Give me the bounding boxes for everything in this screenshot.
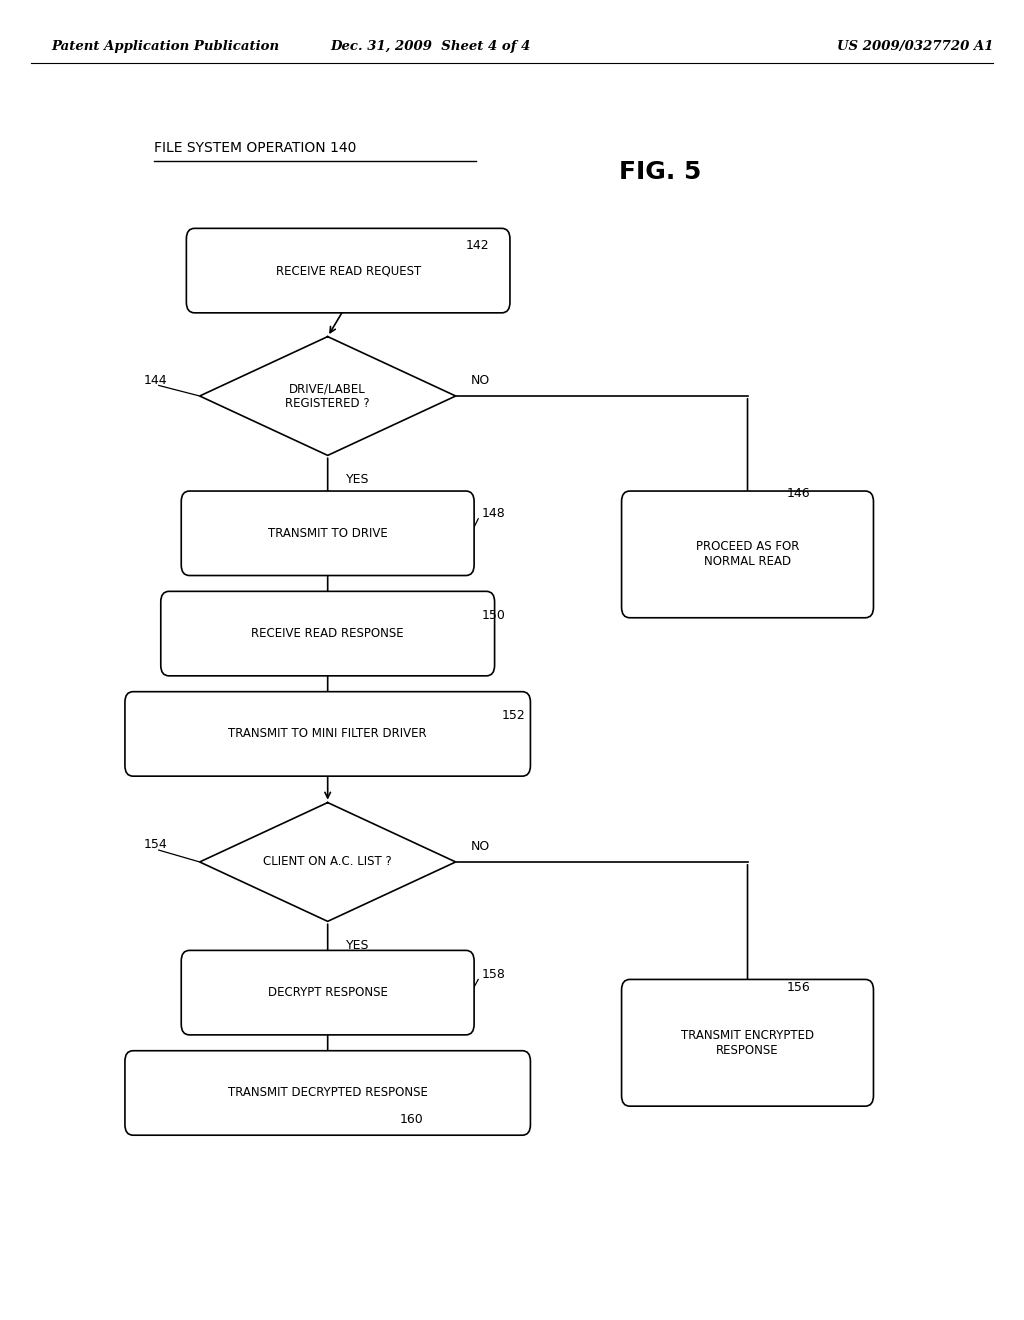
Text: TRANSMIT TO DRIVE: TRANSMIT TO DRIVE xyxy=(268,527,387,540)
Polygon shape xyxy=(200,803,456,921)
Text: 142: 142 xyxy=(466,239,489,252)
Text: DRIVE/LABEL
REGISTERED ?: DRIVE/LABEL REGISTERED ? xyxy=(286,381,370,411)
Text: 148: 148 xyxy=(481,507,505,520)
Text: CLIENT ON A.C. LIST ?: CLIENT ON A.C. LIST ? xyxy=(263,855,392,869)
Text: YES: YES xyxy=(346,473,370,486)
Text: RECEIVE READ RESPONSE: RECEIVE READ RESPONSE xyxy=(251,627,404,640)
Text: YES: YES xyxy=(346,939,370,952)
FancyBboxPatch shape xyxy=(186,228,510,313)
FancyBboxPatch shape xyxy=(181,491,474,576)
Text: PROCEED AS FOR
NORMAL READ: PROCEED AS FOR NORMAL READ xyxy=(696,540,799,569)
Text: FIG. 5: FIG. 5 xyxy=(620,160,701,183)
Text: FILE SYSTEM OPERATION 140: FILE SYSTEM OPERATION 140 xyxy=(154,141,356,154)
Polygon shape xyxy=(200,337,456,455)
Text: 154: 154 xyxy=(143,838,167,851)
Text: US 2009/0327720 A1: US 2009/0327720 A1 xyxy=(837,40,993,53)
FancyBboxPatch shape xyxy=(181,950,474,1035)
FancyBboxPatch shape xyxy=(125,1051,530,1135)
Text: DECRYPT RESPONSE: DECRYPT RESPONSE xyxy=(267,986,388,999)
Text: NO: NO xyxy=(471,840,490,853)
Text: Dec. 31, 2009  Sheet 4 of 4: Dec. 31, 2009 Sheet 4 of 4 xyxy=(330,40,530,53)
Text: RECEIVE READ REQUEST: RECEIVE READ REQUEST xyxy=(275,264,421,277)
Text: 158: 158 xyxy=(481,968,505,981)
Text: 156: 156 xyxy=(786,981,810,994)
Text: 146: 146 xyxy=(786,487,810,500)
Text: 152: 152 xyxy=(502,709,525,722)
Text: 160: 160 xyxy=(399,1113,423,1126)
Text: 150: 150 xyxy=(481,609,505,622)
Text: TRANSMIT DECRYPTED RESPONSE: TRANSMIT DECRYPTED RESPONSE xyxy=(227,1086,428,1100)
Text: NO: NO xyxy=(471,374,490,387)
Text: Patent Application Publication: Patent Application Publication xyxy=(51,40,280,53)
Text: TRANSMIT ENCRYPTED
RESPONSE: TRANSMIT ENCRYPTED RESPONSE xyxy=(681,1028,814,1057)
Text: TRANSMIT TO MINI FILTER DRIVER: TRANSMIT TO MINI FILTER DRIVER xyxy=(228,727,427,741)
FancyBboxPatch shape xyxy=(622,979,873,1106)
FancyBboxPatch shape xyxy=(161,591,495,676)
FancyBboxPatch shape xyxy=(622,491,873,618)
Text: 144: 144 xyxy=(143,374,167,387)
FancyBboxPatch shape xyxy=(125,692,530,776)
